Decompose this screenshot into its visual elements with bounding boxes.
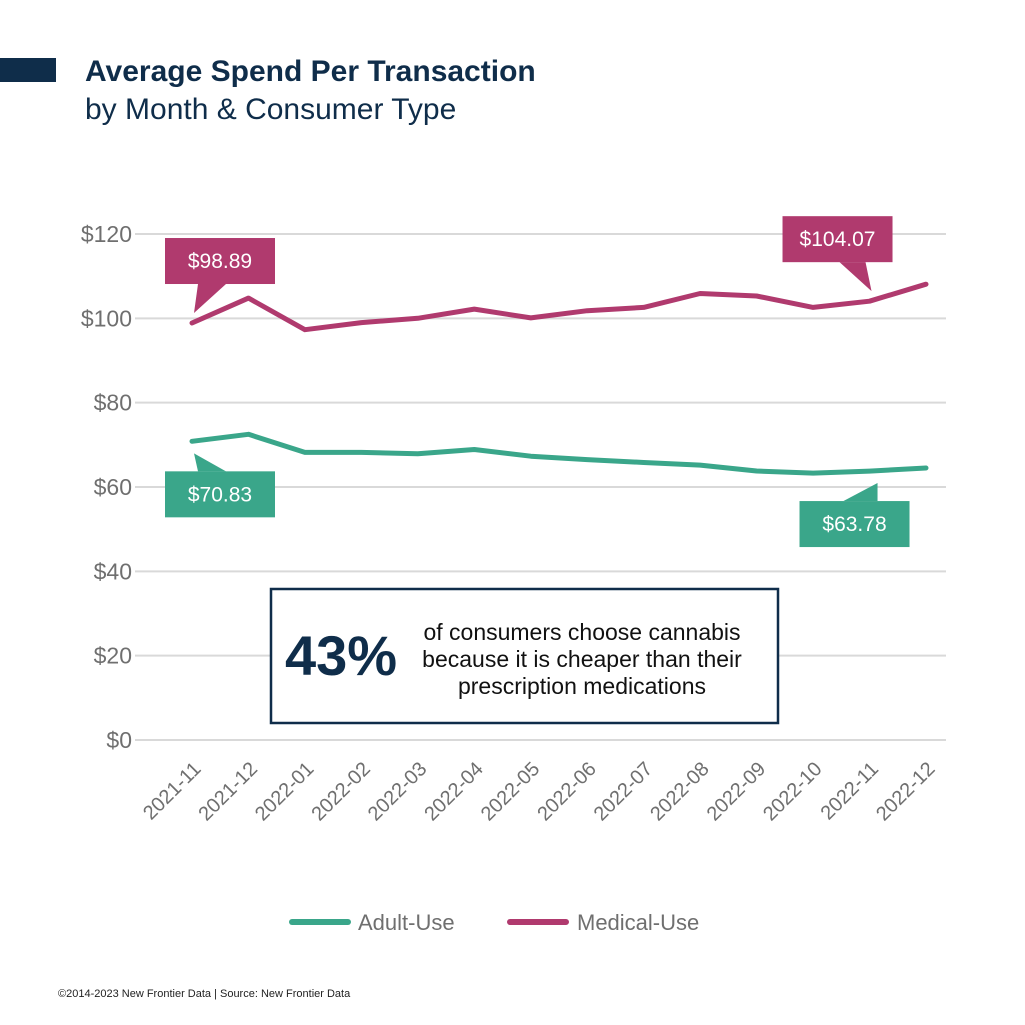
accent-bar — [0, 58, 56, 82]
data-label: $63.78 — [822, 513, 886, 536]
stat-description-line: prescription medications — [458, 673, 706, 699]
callout-box — [782, 216, 893, 263]
y-tick-label: $60 — [94, 474, 132, 500]
x-tick-label: 2022-12 — [872, 758, 939, 825]
callout-box — [799, 501, 910, 548]
x-tick-label: 2022-03 — [364, 758, 431, 825]
legend-label-medical-use: Medical-Use — [577, 910, 699, 935]
x-tick-label: 2022-05 — [477, 758, 544, 825]
stat-description-line: of consumers choose cannabis — [423, 619, 740, 645]
x-tick-label: 2021-12 — [195, 758, 262, 825]
chart-subtitle: by Month & Consumer Type — [85, 93, 457, 126]
y-tick-label: $0 — [106, 727, 132, 753]
x-tick-label: 2022-09 — [703, 758, 770, 825]
stat-description-line: because it is cheaper than their — [422, 646, 742, 672]
series-line-adult-use — [189, 431, 929, 476]
x-tick-label: 2022-10 — [759, 758, 826, 825]
stat-callout-box — [269, 587, 780, 725]
series-line-medical-use — [189, 281, 929, 333]
y-tick-label: $20 — [94, 643, 132, 669]
data-label: $104.07 — [800, 228, 876, 251]
data-label-callout: $104.07 — [782, 216, 893, 292]
x-tick-label: 2022-11 — [817, 758, 883, 824]
footer-credit: ©2014-2023 New Frontier Data | Source: N… — [58, 988, 351, 1000]
x-tick-label: 2022-08 — [646, 758, 713, 825]
callout-pointer — [194, 284, 226, 314]
y-tick-label: $40 — [94, 558, 132, 584]
data-label-callout: $70.83 — [165, 453, 275, 518]
callout-box — [165, 471, 275, 518]
x-tick-label: 2022-06 — [533, 758, 600, 825]
data-label: $98.89 — [188, 250, 252, 273]
callout-pointer — [843, 483, 878, 502]
x-tick-label: 2022-01 — [251, 758, 318, 825]
stat-value: 43% — [285, 624, 397, 687]
chart-title: Average Spend Per Transaction — [85, 55, 536, 88]
callout-pointer — [839, 262, 872, 292]
legend-label-adult-use: Adult-Use — [358, 910, 455, 935]
x-tick-label: 2022-07 — [590, 758, 657, 825]
x-tick-label: 2021-11 — [139, 758, 205, 824]
data-label-callout: $98.89 — [165, 238, 275, 314]
x-tick-label: 2022-04 — [420, 758, 487, 825]
y-tick-label: $120 — [81, 221, 132, 247]
callout-pointer — [194, 453, 226, 472]
data-label: $70.83 — [188, 483, 252, 506]
y-tick-label: $100 — [81, 305, 132, 331]
data-label-callout: $63.78 — [799, 483, 910, 548]
y-tick-label: $80 — [94, 390, 132, 416]
callout-box — [165, 238, 275, 285]
x-tick-label: 2022-02 — [307, 758, 374, 825]
